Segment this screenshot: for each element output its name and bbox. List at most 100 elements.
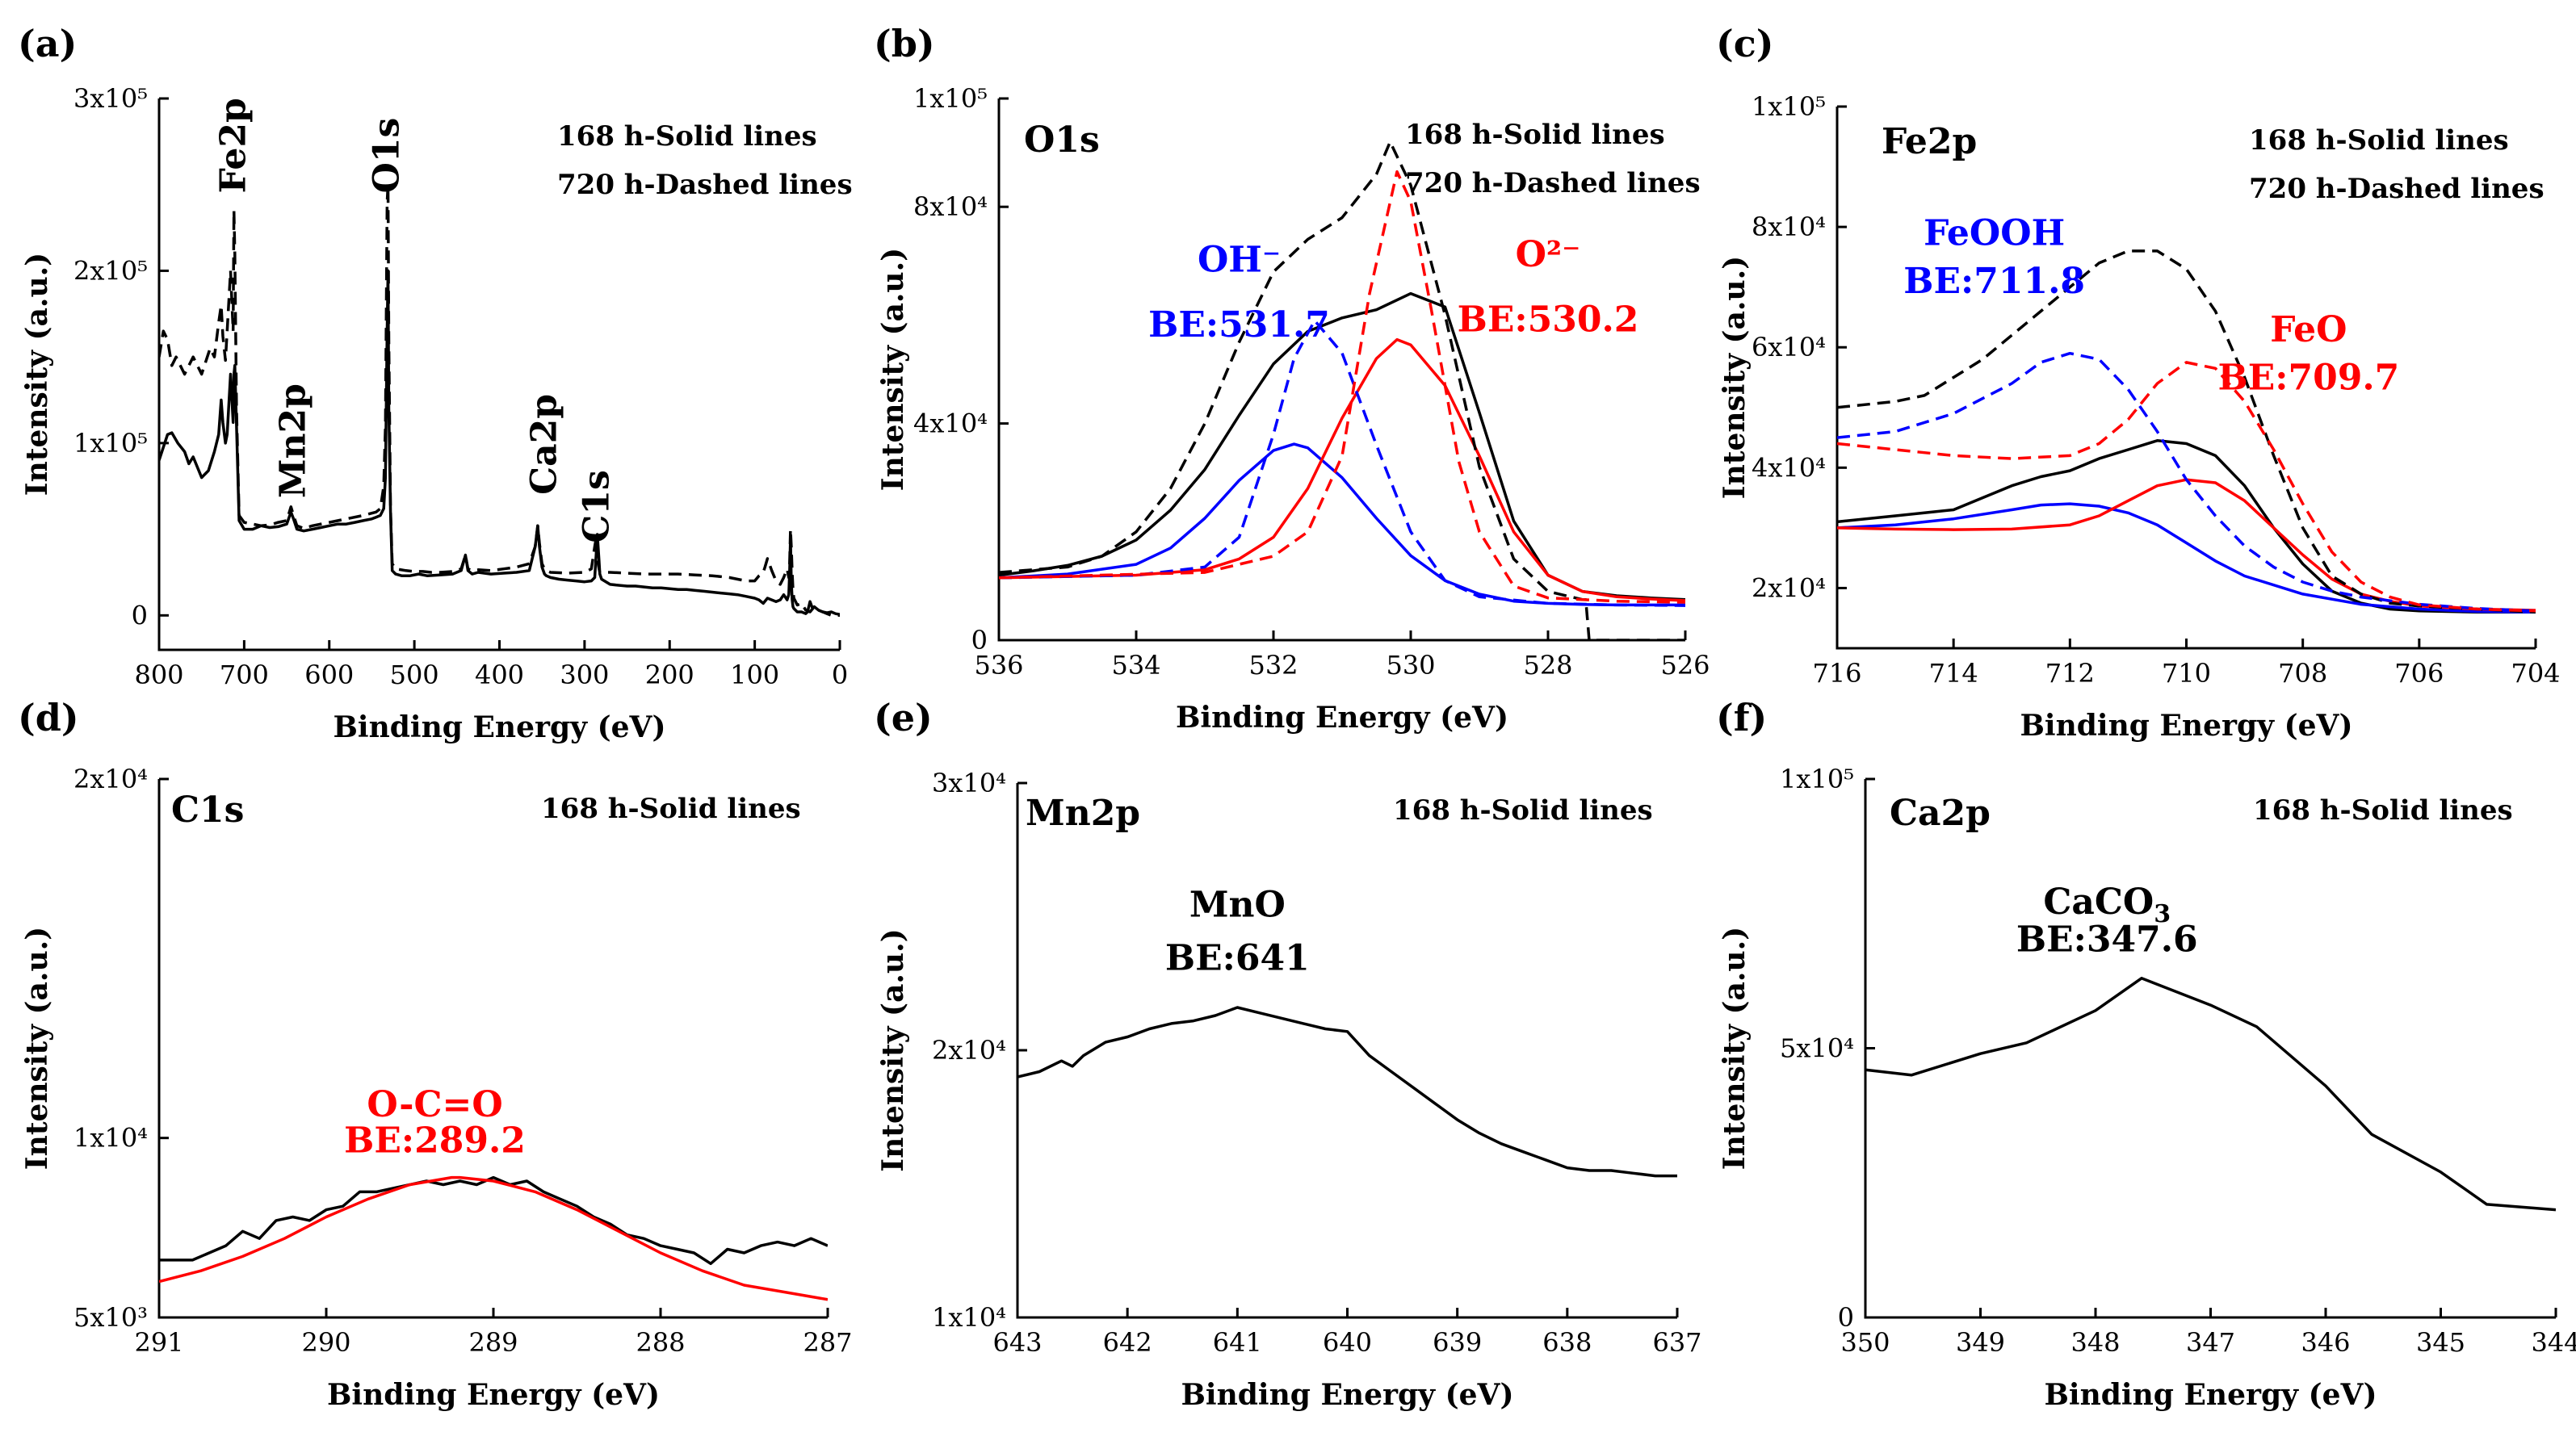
panel-c: (c) 716 714 712 710 708 706 704 2x10⁴ 4x10⁴ 6x10⁴ 8… [1716,22,2561,743]
panel-d: (d) 291 290 289 288 287 5x10³ 1x10⁴ 2x10⁴ Binding… [18,696,853,1412]
legend-entry-c: 720 h-Dashed lines [2249,173,2545,205]
series-line-e-0 [1017,1006,1677,1178]
x-axis-title-e: Binding Energy (eV) [1181,1378,1513,1412]
panel-label-e: (e) [874,696,933,739]
y-axis-title-e: Intensity (a.u.) [876,928,910,1171]
annotation-text-c: FeOOH [1924,212,2065,253]
panel-a: (a) 800 700 600 500 400 300 200 100 0 0 1x10⁵ 2x10⁵ 3… [18,22,853,744]
x-tick-label-a: 0 [832,660,848,690]
panel-b: (b) 536 534 532 530 528 526 0 4x10⁴ 8x10⁴ 1x10⁵ Bin… [874,22,1710,735]
annotation-e: MnO [1189,885,1286,926]
legend-entry-c: 168 h-Solid lines [2249,124,2509,157]
annotation-text-f: BE:347.6 [2016,919,2198,960]
x-tick-label-f: 346 [2301,1327,2350,1358]
annotation-e: BE:641 [1165,938,1310,979]
y-tick-label-c: 1x10⁵ [1752,91,1826,122]
x-tick-label-e: 640 [1323,1327,1372,1358]
x-tick-label-c: 704 [2511,658,2560,689]
y-tick-label-a: 2x10⁵ [73,255,148,286]
panel-label-a: (a) [18,22,77,65]
legend-entry-e: 168 h-Solid lines [1393,794,1653,827]
axes-e [1016,783,1677,1319]
panel-e: (e) 643 642 641 640 639 638 637 1x10⁴ 2x10⁴ 3x10⁴ B… [874,696,1702,1412]
x-tick-label-a: 200 [645,660,694,690]
y-tick-label-a: 1x10⁵ [73,428,148,459]
y-tick-label-d: 2x10⁴ [73,764,148,794]
x-tick-label-d: 291 [134,1327,183,1358]
series-line-c-1 [1837,502,2536,614]
x-tick-label-f: 349 [1956,1327,2005,1358]
peak-label-a: O1s [366,118,407,194]
x-tick-label-b: 530 [1386,650,1435,681]
x-tick-label-c: 706 [2394,658,2444,689]
y-tick-label-b: 1x10⁵ [913,83,988,114]
y-tick-label-b: 4x10⁴ [913,408,988,439]
y-tick-label-d: 5x10³ [73,1302,148,1333]
series-line-b-4 [999,319,1685,607]
panel-title-f: Ca2p [1890,793,1991,834]
y-axis-title-f: Intensity (a.u.) [1718,927,1752,1170]
series-line-d-1 [159,1175,828,1301]
x-axis-title-c: Binding Energy (eV) [2020,709,2352,743]
x-tick-label-c: 712 [2045,658,2095,689]
annotation-f: CaCO3 [2043,882,2171,928]
y-axis-title-c: Intensity (a.u.) [1718,256,1752,499]
y-tick-label-f: 1x10⁵ [1780,764,1854,794]
x-tick-label-d: 290 [301,1327,350,1358]
x-tick-label-b: 528 [1523,650,1572,681]
annotation-text-f: CaCO [2043,882,2154,923]
panel-f: (f) 350 349 348 347 346 345 344 0 5x10⁴ 1x10⁵ Bindi… [1716,696,2576,1412]
series-line-c-0 [1837,439,2536,614]
annotation-text-b: O²⁻ [1516,234,1581,275]
x-tick-label-a: 500 [390,660,439,690]
legend-entry-a: 168 h-Solid lines [557,120,817,153]
x-tick-label-e: 643 [992,1327,1042,1358]
x-tick-label-b: 526 [1660,650,1710,681]
annotation-b: O²⁻ [1516,234,1581,275]
x-tick-label-f: 348 [2070,1327,2120,1358]
annotation-d: O-C=O [367,1084,502,1125]
series-line-c-4 [1837,351,2536,613]
x-tick-label-a: 300 [560,660,609,690]
x-tick-label-a: 100 [730,660,779,690]
y-tick-label-f: 0 [1838,1302,1854,1333]
peak-label-a: Ca2p [523,394,564,495]
panel-label-b: (b) [874,22,935,65]
x-tick-label-e: 641 [1213,1327,1262,1358]
legend-entry-a: 720 h-Dashed lines [557,169,853,201]
x-tick-label-b: 532 [1248,650,1298,681]
series-line-d-0 [159,1175,828,1266]
peak-label-a: C1s [577,470,618,542]
y-tick-label-c: 4x10⁴ [1752,452,1826,483]
y-tick-label-c: 8x10⁴ [1752,212,1826,242]
annotation-b: OH⁻ [1198,240,1281,281]
legend-entry-b: 168 h-Solid lines [1405,119,1665,151]
x-tick-label-c: 716 [1812,658,1861,689]
series-line-b-3 [999,140,1685,640]
series-line-b-5 [999,170,1685,604]
panel-label-c: (c) [1716,22,1774,65]
x-tick-label-c: 714 [1929,658,1978,689]
y-tick-label-f: 5x10⁴ [1780,1033,1854,1064]
x-axis-title-a: Binding Energy (eV) [333,710,665,744]
y-tick-label-c: 6x10⁴ [1752,332,1826,362]
y-tick-label-b: 8x10⁴ [913,191,988,222]
x-tick-label-b: 534 [1111,650,1160,681]
panel-label-f: (f) [1716,696,1767,739]
x-tick-label-f: 345 [2416,1327,2465,1358]
annotation-text-b: OH⁻ [1198,240,1281,281]
series-line-b-1 [999,442,1685,607]
peak-label-a: Mn2p [272,383,313,498]
panel-title-e: Mn2p [1026,793,1140,834]
y-axis-title-b: Intensity (a.u.) [876,248,910,491]
x-tick-label-f: 344 [2531,1327,2576,1358]
x-tick-label-e: 639 [1433,1327,1482,1358]
x-tick-label-e: 638 [1542,1327,1592,1358]
annotation-text-c: FeO [2270,309,2347,350]
panel-label-d: (d) [18,696,79,739]
x-tick-label-d: 288 [636,1327,685,1358]
x-tick-label-a: 700 [220,660,269,690]
y-tick-label-a: 0 [132,600,148,630]
series-line-f-0 [1865,977,2556,1212]
x-tick-label-a: 800 [134,660,183,690]
